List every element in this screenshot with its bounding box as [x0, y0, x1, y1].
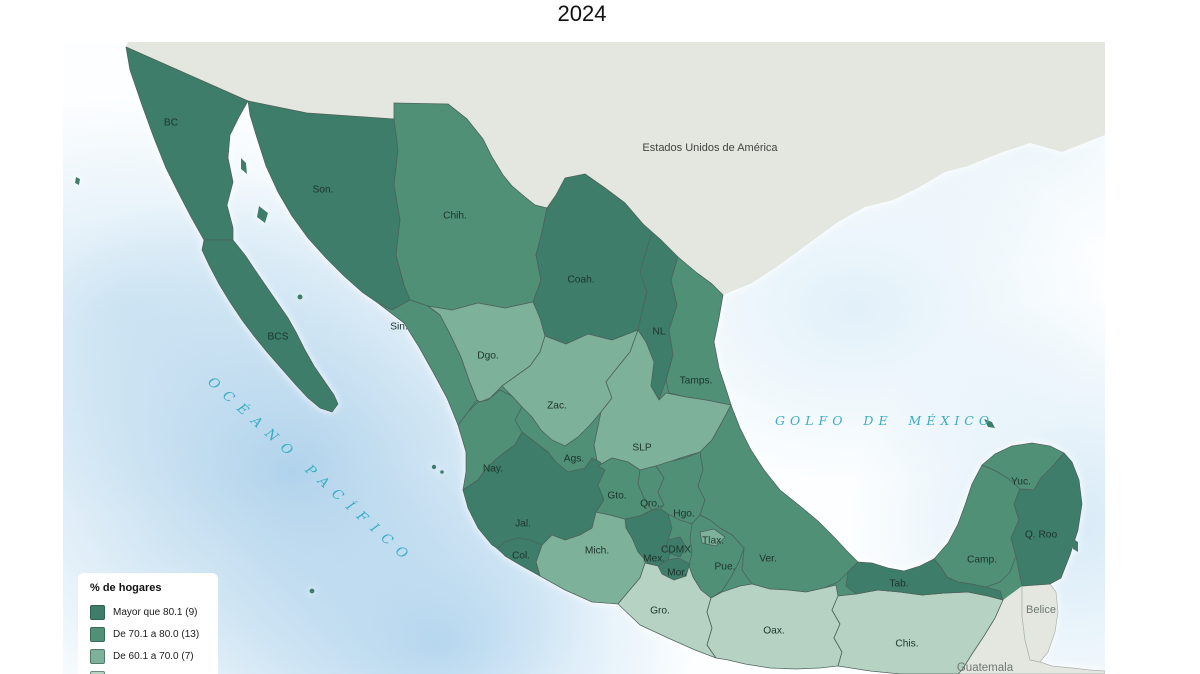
state-label-chis: Chis.	[895, 639, 918, 650]
state-label-zac: Zac.	[547, 401, 567, 412]
legend-swatch-0	[90, 604, 105, 620]
tiburon-island	[257, 206, 268, 223]
state-camp	[933, 464, 1021, 588]
state-oax	[706, 583, 843, 670]
state-label-sin: Sin.	[390, 322, 408, 333]
state-label-qro: Qro.	[640, 499, 660, 510]
gulf-of-mexico-islet	[984, 419, 995, 428]
legend-swatch-3	[90, 670, 105, 674]
belize-label: Belice	[1026, 604, 1056, 616]
state-label-nay: Nay.	[483, 464, 503, 475]
legend-label-1: De 70.1 a 80.0 (13)	[113, 628, 200, 640]
cozumel-island	[1072, 538, 1078, 552]
state-label-tamps: Tamps.	[680, 376, 713, 387]
state-label-bc: BC	[164, 118, 178, 129]
legend-rows: Mayor que 80.1 (9) De 70.1 a 80.0 (13) De …	[90, 601, 212, 674]
state-label-oax: Oax.	[763, 626, 785, 637]
map-canvas: BC BCS Son. Chih. Coah. NL Tamps. Sin. Dgo. Zac. S…	[75, 42, 1105, 674]
state-label-slp: SLP	[632, 443, 651, 454]
state-label-mor: Mor.	[667, 568, 687, 579]
legend-row-0: Mayor que 80.1 (9)	[90, 601, 212, 623]
state-label-camp: Camp.	[967, 555, 997, 566]
state-bcs	[201, 239, 339, 413]
state-zac	[501, 329, 639, 447]
legend-row-2: De 60.1 a 70.0 (7)	[90, 645, 212, 667]
state-label-ver: Ver.	[759, 554, 777, 565]
state-label-nl: NL	[652, 327, 665, 338]
legend-title: % de hogares	[90, 582, 162, 594]
us-land	[126, 42, 1105, 295]
legend-swatch-1	[90, 626, 105, 642]
state-label-son: Son.	[313, 185, 334, 196]
usa-label: Estados Unidos de América	[642, 142, 778, 154]
state-son	[247, 100, 411, 311]
state-mex	[624, 508, 673, 567]
state-label-chih: Chih.	[443, 211, 467, 222]
state-cdmx	[665, 536, 687, 558]
state-label-pue: Pue.	[715, 562, 736, 573]
state-label-bcs: BCS	[268, 332, 289, 343]
state-label-ags: Ags.	[564, 454, 584, 465]
state-label-yuc: Yuc.	[1011, 477, 1031, 488]
state-tlax	[699, 528, 726, 547]
gulf-islet	[297, 294, 303, 300]
state-qroo	[1010, 452, 1083, 587]
state-gro	[617, 562, 717, 659]
guatemala-label: Guatemala	[956, 662, 1014, 674]
legend-label-0: Mayor que 80.1 (9)	[113, 606, 198, 618]
guadalupe-island	[75, 177, 80, 185]
state-label-mex: Mex.	[643, 554, 665, 565]
state-label-gro: Gro.	[650, 606, 670, 617]
state-col	[497, 537, 543, 577]
state-label-mich: Mich.	[585, 546, 609, 557]
mexico-choropleth-map: BC BCS Son. Chih. Coah. NL Tamps. Sin. Dgo. Zac. S…	[63, 42, 1105, 674]
state-label-gto: Gto.	[607, 491, 626, 502]
legend-row-1: De 70.1 a 80.0 (13)	[90, 623, 212, 645]
state-slp	[593, 329, 732, 471]
marias-island-1	[431, 464, 437, 470]
state-labels: BC BCS Son. Chih. Coah. NL Tamps. Sin. Dgo. Zac. S…	[164, 118, 1058, 650]
marias-island-2	[440, 470, 444, 474]
cedros-island	[210, 256, 218, 269]
legend-swatch-2	[90, 648, 105, 664]
angel-island	[241, 158, 247, 174]
state-label-dgo: Dgo.	[477, 351, 499, 362]
state-label-cdmx: CDMX	[661, 545, 691, 556]
gulf-of-mexico-label: GOLFO DE MÉXICO	[775, 413, 995, 428]
legend: % de hogares Mayor que 80.1 (9) De 70.1 a…	[78, 573, 218, 674]
pacific-islet	[309, 588, 315, 594]
state-label-col: Col.	[512, 551, 530, 562]
page-title: 2024	[557, 1, 607, 26]
legend-label-2: De 60.1 a 70.0 (7)	[113, 650, 194, 662]
state-label-coah: Coah.	[567, 275, 594, 286]
legend-row-3	[90, 667, 212, 674]
state-tab	[845, 558, 1004, 601]
state-label-tab: Tab.	[889, 579, 908, 590]
belize-land	[1021, 583, 1059, 663]
state-label-jal: Jal.	[515, 519, 531, 530]
state-label-tlax: Tlax.	[702, 536, 724, 547]
state-label-hgo: Hgo.	[673, 509, 695, 520]
state-label-qroo: Q. Roo	[1025, 530, 1058, 541]
